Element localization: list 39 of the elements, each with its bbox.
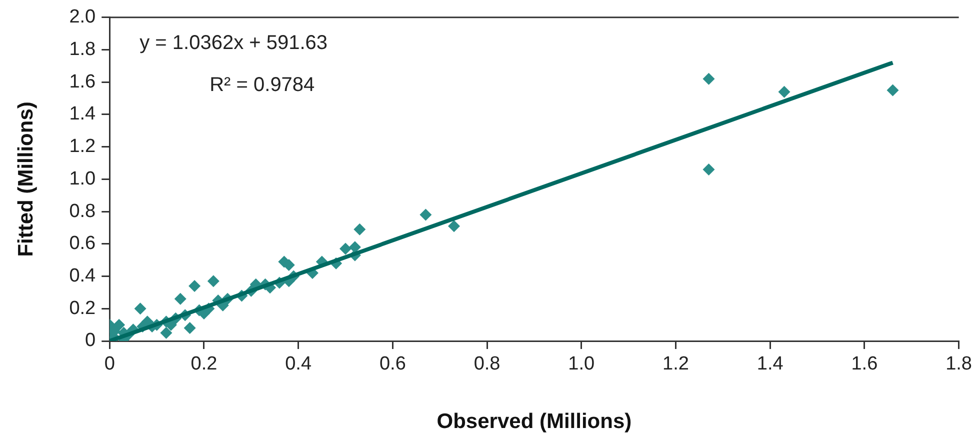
x-tick-label: 0: [104, 354, 115, 375]
annotation: R² = 0.9784: [210, 74, 315, 96]
y-tick-label: 1.4: [69, 104, 96, 125]
annotation: y = 1.0362x + 591.63: [140, 32, 328, 54]
y-tick-label: 1.0: [69, 168, 96, 190]
point: [160, 326, 172, 339]
x-tick-label: 0.8: [474, 354, 500, 375]
x-tick-label: 1.6: [851, 354, 878, 375]
point: [702, 72, 715, 85]
x-tick-label: 1.8: [946, 354, 972, 375]
y-tick-label: 2.0: [69, 6, 96, 28]
x-tick-label: 0.2: [190, 354, 218, 375]
point: [134, 302, 146, 315]
point: [174, 292, 186, 305]
point: [420, 208, 432, 221]
x-tick-label: 1.2: [662, 354, 689, 375]
point: [354, 223, 366, 236]
y-tick-label: 1.2: [69, 136, 96, 158]
y-tick-label: 0: [85, 330, 96, 352]
y-tick-label: 0.6: [69, 233, 96, 254]
point: [778, 86, 790, 98]
y-tick-label: 1.6: [69, 71, 96, 92]
x-axis-title: Observed (Millions): [436, 410, 632, 434]
point: [207, 275, 220, 288]
point: [448, 220, 460, 232]
x-tick-label: 1.4: [756, 354, 784, 375]
x-tick-label: 0.6: [379, 354, 406, 375]
y-tick-label: 0.2: [69, 298, 96, 319]
x-tick-label: 0.4: [285, 354, 312, 375]
y-tick-label: 1.8: [69, 38, 96, 60]
x-tick-label: 1.0: [568, 354, 595, 375]
point: [886, 84, 899, 96]
point: [188, 280, 201, 292]
y-axis-title: Fitted (Millions): [14, 102, 38, 257]
y-tick-label: 0.8: [69, 200, 96, 222]
point: [702, 163, 715, 176]
point: [339, 242, 352, 255]
point: [184, 322, 196, 334]
y-tick-label: 0.4: [69, 266, 96, 287]
